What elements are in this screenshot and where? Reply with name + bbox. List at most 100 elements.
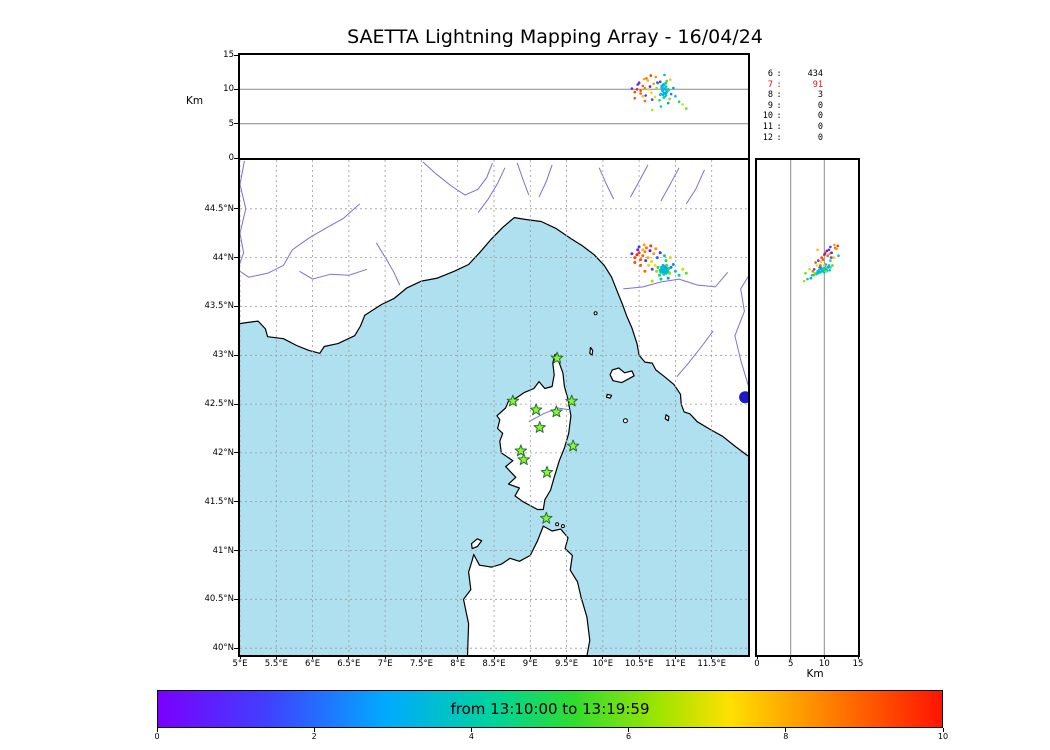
lightning-source	[829, 259, 832, 262]
lightning-source	[668, 271, 672, 275]
lightning-source	[664, 94, 668, 97]
separator: :	[776, 90, 782, 101]
lightning-source	[826, 266, 829, 269]
lightning-source	[828, 269, 831, 272]
altitude-axis-label-right: Km	[806, 668, 824, 680]
page-title: SAETTA Lightning Mapping Array - 16/04/2…	[347, 26, 763, 48]
lightning-source	[641, 248, 645, 252]
coastline-asinara	[470, 538, 483, 550]
islet	[560, 524, 565, 529]
lightning-source	[648, 249, 652, 253]
lightning-source	[832, 256, 836, 259]
lightning-source	[833, 243, 836, 247]
station-count-row: 6: 434	[759, 69, 823, 80]
lightning-source	[637, 251, 641, 255]
lma-station-marker	[517, 453, 530, 466]
separator: :	[776, 132, 782, 143]
lightning-source	[804, 272, 807, 275]
lightning-source	[635, 253, 639, 257]
lightning-source	[648, 85, 652, 88]
coastline-elba	[609, 367, 635, 384]
river	[299, 268, 368, 280]
lightning-source	[824, 268, 827, 271]
altitude-longitude-panel	[238, 53, 750, 160]
longitude-tick-label: 6.5°E	[337, 659, 361, 669]
lightning-source	[658, 80, 662, 84]
separator: :	[776, 79, 782, 90]
lightning-source	[653, 263, 657, 267]
latitude-tick-label: 44.5°N	[204, 203, 234, 214]
lightning-source	[630, 252, 634, 256]
lightning-source	[645, 77, 648, 80]
lightning-source	[644, 259, 648, 263]
lma-station-marker	[514, 444, 528, 457]
lightning-source	[674, 94, 677, 98]
lightning-source	[646, 256, 650, 260]
lightning-source	[647, 88, 650, 91]
longitude-tick-label: 11.5°E	[697, 659, 726, 669]
lightning-source	[659, 277, 663, 281]
station-id: 8	[767, 90, 773, 101]
station-id: 6	[767, 69, 773, 79]
longitude-tick-label: 5°E	[232, 659, 248, 669]
river	[240, 203, 361, 278]
lightning-source	[820, 256, 823, 259]
lightning-source	[642, 243, 646, 247]
lightning-source	[666, 101, 670, 105]
lightning-source	[826, 254, 829, 257]
coastline-giglio	[664, 414, 670, 422]
colorbar-tick-label: 6	[626, 732, 632, 741]
lma-station-marker	[550, 351, 564, 364]
lightning-source	[672, 86, 675, 90]
lma-station-marker	[533, 421, 546, 433]
station-count-row: 7: 91	[759, 80, 823, 91]
time-colorbar: from 13:10:00 to 13:19:59	[157, 690, 943, 728]
river	[660, 167, 680, 202]
altitude-tick-label: 0	[754, 659, 760, 669]
lma-station-marker	[565, 394, 578, 407]
lightning-source	[821, 258, 825, 261]
lightning-source	[639, 263, 643, 267]
lightning-source	[649, 74, 653, 77]
colorbar-gradient: from 13:10:00 to 13:19:59	[158, 691, 942, 727]
lightning-source	[802, 279, 806, 283]
lightning-source	[668, 97, 671, 101]
lightning-source	[646, 79, 650, 82]
lightning-source	[656, 81, 659, 84]
lightning-source	[813, 272, 817, 275]
river	[623, 271, 729, 290]
lightning-source	[822, 267, 825, 270]
longitude-tick-label: 10.5°E	[624, 659, 654, 669]
lightning-source	[659, 105, 663, 108]
lightning-source	[655, 86, 658, 90]
islet	[555, 522, 560, 527]
lightning-source	[684, 271, 688, 275]
map-plot	[240, 160, 748, 655]
lightning-source	[655, 269, 659, 273]
latitude-tick-label: 43°N	[212, 350, 234, 361]
lightning-source	[825, 249, 829, 253]
station-source-count: 0	[817, 121, 823, 132]
lightning-source	[823, 264, 826, 267]
lightning-source	[664, 91, 668, 95]
longitude-tick-label: 9°E	[522, 659, 538, 669]
lightning-source	[633, 90, 637, 94]
colorbar-tick-label: 2	[311, 732, 317, 741]
lightning-source	[681, 103, 684, 106]
colorbar-label: from 13:10:00 to 13:19:59	[450, 700, 650, 718]
longitude-tick-label: 5.5°E	[264, 659, 288, 669]
lake	[739, 391, 748, 404]
lightning-source	[661, 83, 665, 86]
lightning-source	[636, 248, 640, 252]
lightning-source	[806, 277, 809, 281]
lightning-source	[650, 98, 654, 101]
lma-station-marker	[529, 403, 543, 416]
lightning-source	[818, 271, 821, 274]
colorbar-tick-label: 4	[468, 732, 474, 741]
lightning-source	[669, 92, 673, 96]
tick-mark	[628, 728, 630, 732]
separator: :	[776, 69, 782, 79]
colorbar-tick-label: 8	[783, 732, 789, 741]
lightning-source	[817, 259, 820, 262]
